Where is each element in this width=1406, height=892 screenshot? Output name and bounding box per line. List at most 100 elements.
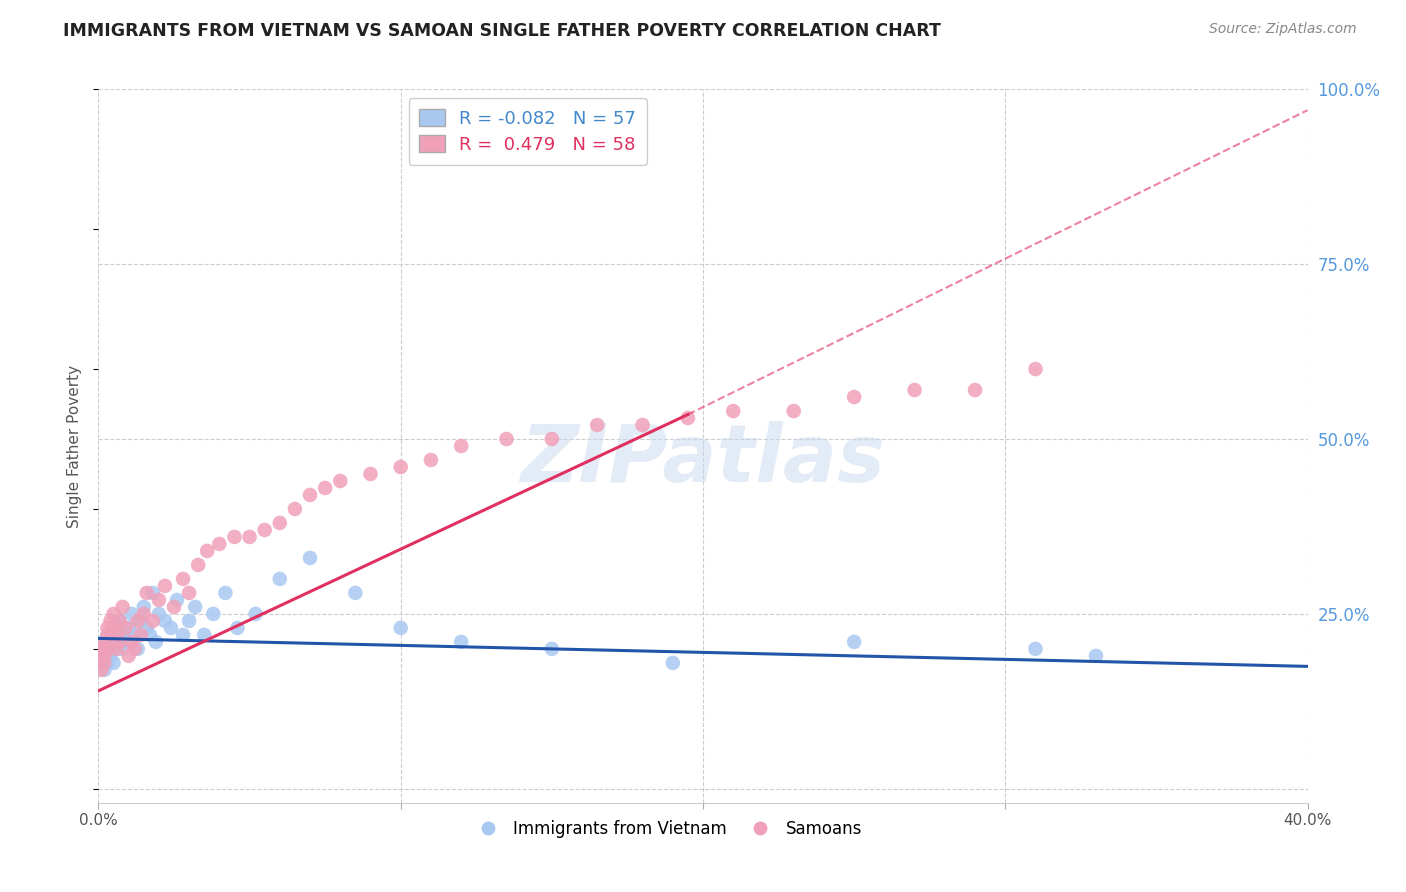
Point [450, 439, 472, 453]
Point [208, 537, 231, 551]
Point [172, 628, 194, 642]
Point [202, 607, 225, 621]
Point [329, 474, 352, 488]
Point [172, 572, 194, 586]
Point [226, 621, 249, 635]
Point [111, 641, 134, 656]
Point [239, 530, 262, 544]
Point [93, 648, 115, 663]
Point [284, 502, 307, 516]
Point [127, 614, 149, 628]
Point [360, 467, 382, 481]
Point [153, 614, 176, 628]
Point [108, 614, 131, 628]
Point [108, 614, 131, 628]
Point [108, 635, 131, 649]
Point [214, 586, 236, 600]
Point [179, 614, 201, 628]
Point [661, 656, 683, 670]
Point [135, 621, 157, 635]
Point [100, 614, 122, 628]
Point [118, 648, 141, 663]
Point [389, 460, 412, 475]
Point [299, 488, 322, 502]
Point [118, 621, 141, 635]
Point [1085, 648, 1108, 663]
Point [100, 628, 122, 642]
Point [114, 621, 136, 635]
Point [1024, 641, 1046, 656]
Point [96, 641, 118, 656]
Point [187, 558, 209, 572]
Point [783, 404, 806, 418]
Point [148, 593, 170, 607]
Point [135, 586, 157, 600]
Point [844, 635, 866, 649]
Point [129, 614, 152, 628]
Point [121, 635, 143, 649]
Point [195, 544, 218, 558]
Point [105, 641, 128, 656]
Point [420, 453, 443, 467]
Point [676, 411, 699, 425]
Point [93, 635, 115, 649]
Point [103, 607, 125, 621]
Point [103, 656, 125, 670]
Point [100, 648, 122, 663]
Point [314, 481, 336, 495]
Point [132, 607, 155, 621]
Point [108, 621, 131, 635]
Point [93, 641, 115, 656]
Point [100, 628, 122, 642]
Point [124, 641, 146, 656]
Point [163, 599, 186, 614]
Point [96, 628, 118, 642]
Point [111, 635, 134, 649]
Point [93, 663, 115, 677]
Point [129, 628, 152, 642]
Point [132, 599, 155, 614]
Point [495, 432, 517, 446]
Point [90, 641, 112, 656]
Point [103, 641, 125, 656]
Point [93, 656, 115, 670]
Point [142, 614, 165, 628]
Point [166, 593, 188, 607]
Point [224, 530, 246, 544]
Point [105, 628, 128, 642]
Point [145, 635, 167, 649]
Text: ZIPatlas: ZIPatlas [520, 421, 886, 500]
Point [269, 516, 291, 530]
Point [90, 656, 112, 670]
Point [245, 607, 267, 621]
Point [118, 635, 141, 649]
Point [844, 390, 866, 404]
Point [160, 621, 183, 635]
Point [299, 550, 322, 565]
Point [389, 621, 412, 635]
Point [450, 635, 472, 649]
Point [103, 621, 125, 635]
Point [90, 648, 112, 663]
Point [540, 641, 562, 656]
Point [114, 628, 136, 642]
Legend: Immigrants from Vietnam, Samoans: Immigrants from Vietnam, Samoans [465, 814, 869, 845]
Point [253, 523, 276, 537]
Point [184, 599, 207, 614]
Text: IMMIGRANTS FROM VIETNAM VS SAMOAN SINGLE FATHER POVERTY CORRELATION CHART: IMMIGRANTS FROM VIETNAM VS SAMOAN SINGLE… [63, 22, 941, 40]
Point [90, 641, 112, 656]
Point [96, 656, 118, 670]
Point [105, 641, 128, 656]
Point [124, 628, 146, 642]
Point [193, 628, 215, 642]
Point [90, 663, 112, 677]
Point [96, 641, 118, 656]
Point [586, 417, 609, 432]
Point [1024, 362, 1046, 376]
Point [153, 579, 176, 593]
Point [344, 586, 367, 600]
Point [540, 432, 562, 446]
Point [100, 641, 122, 656]
Point [139, 628, 162, 642]
Point [103, 635, 125, 649]
